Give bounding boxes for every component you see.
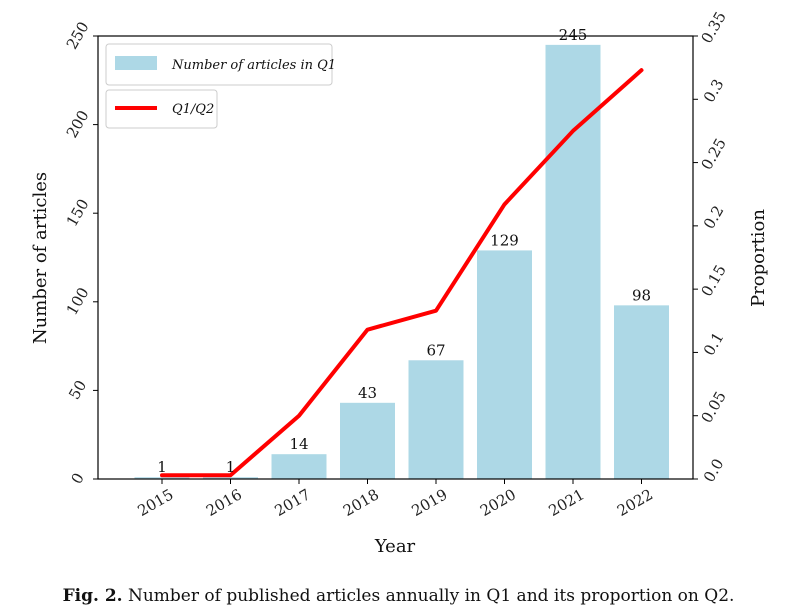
caption-text: Number of published articles annually in…: [127, 586, 735, 606]
data-label-2020: 129: [490, 231, 519, 249]
plot-frame: [97, 35, 694, 480]
bar-2021: [545, 44, 601, 480]
x-tick-label: 2019: [408, 485, 450, 520]
data-label-2018: 43: [358, 384, 377, 402]
data-label-2015: 1: [157, 458, 167, 476]
legend-box-bar: [105, 43, 333, 86]
data-label-2017: 14: [289, 435, 308, 453]
y-right-tick-label: 0.3: [700, 76, 728, 106]
data-label-2022: 98: [632, 286, 651, 304]
y-axis-right-title: Proportion: [748, 209, 769, 307]
x-tick-label: 2020: [477, 485, 519, 520]
caption-label: Fig. 2.: [62, 586, 123, 606]
legend-box-line: [105, 89, 218, 129]
bar-2022: [614, 305, 669, 479]
x-tick-label: 2016: [203, 485, 245, 520]
labels-layer: 1 1 14 43 67 129 245 98: [157, 26, 651, 476]
y-tick-label: 150: [63, 196, 93, 230]
bars-layer: [134, 44, 669, 480]
legend-label-line: Q1/Q2: [172, 102, 214, 117]
y-right-tick-label: 0.25: [698, 135, 730, 173]
y-right-tick-label: 0.0: [700, 456, 728, 486]
figure-caption: Fig. 2. Number of published articles ann…: [0, 586, 797, 606]
y-tick-label: 50: [65, 377, 90, 403]
line-q1-q2: [160, 68, 644, 478]
bar-2017: [271, 454, 327, 479]
data-label-2016: 1: [226, 458, 236, 476]
data-label-2019: 67: [426, 341, 445, 359]
chart: 0 50 100 150 200 250 0.0 0.05 0.1 0.15 0.2 0.25 0.3 0…: [30, 9, 769, 557]
bar-2016: [203, 477, 258, 479]
y-right-tick-label: 0.35: [698, 9, 730, 47]
x-tick-label: 2021: [545, 485, 587, 520]
y-tick-label: 100: [63, 284, 93, 318]
legend-swatch-bar: [115, 56, 157, 70]
x-tick-label: 2022: [614, 485, 656, 520]
bar-2020: [477, 250, 532, 479]
y-tick-label: 250: [63, 19, 93, 53]
y-right-tick-label: 0.05: [698, 388, 730, 426]
x-tick-label: 2018: [340, 485, 382, 520]
data-label-2021: 245: [559, 26, 588, 44]
y-right-tick-label: 0.2: [700, 203, 728, 233]
y-right-tick-label: 0.15: [698, 262, 730, 300]
legend-label-bar: Number of articles in Q1: [171, 58, 336, 73]
y-axis-title: Number of articles: [30, 172, 51, 344]
x-tick-label: 2017: [271, 485, 313, 520]
x-tick-label: 2015: [134, 485, 176, 520]
bar-2015: [134, 477, 190, 479]
y-tick-label: 0: [67, 470, 87, 487]
bar-2018: [340, 402, 395, 479]
legend: Number of articles in Q1 Q1/Q2: [105, 43, 336, 129]
y-right-tick-label: 0.1: [700, 329, 728, 359]
bar-2019: [408, 360, 464, 479]
x-axis-title: Year: [374, 536, 416, 557]
y-tick-label: 200: [63, 107, 93, 141]
line-layer: [160, 68, 644, 478]
